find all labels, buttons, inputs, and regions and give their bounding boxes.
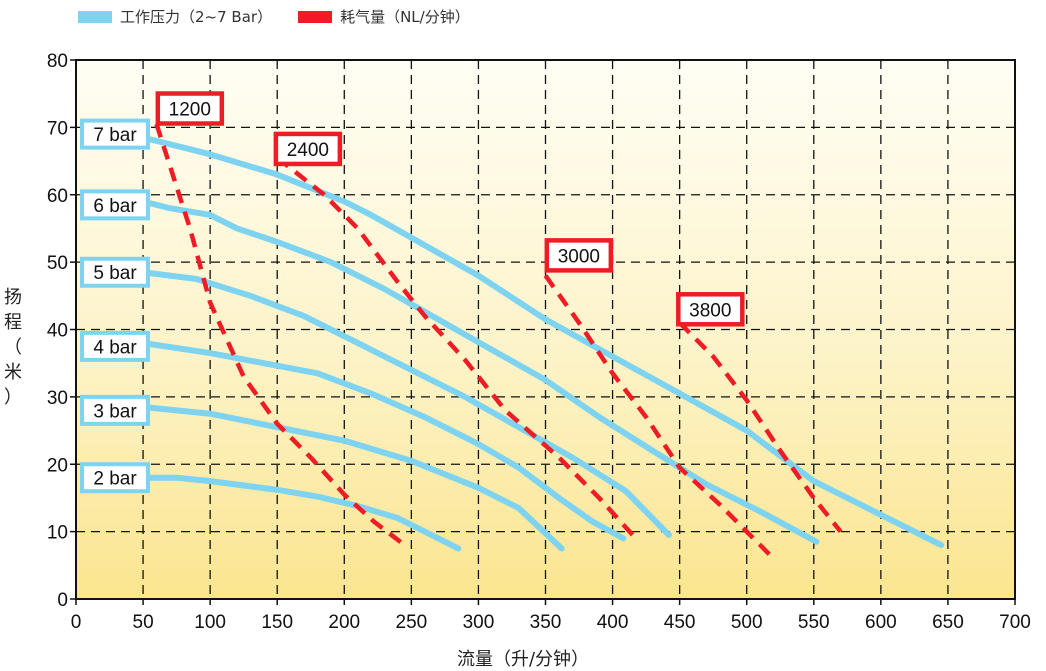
y-tick-label: 50 bbox=[47, 253, 68, 274]
air-label-2400: 2400 bbox=[287, 140, 329, 161]
pressure-curve-6-bar bbox=[140, 198, 820, 545]
y-tick-label: 20 bbox=[47, 455, 68, 476]
axes: 0 50 100 150 200 250 300 350 400 450 500 550 600 650 7… bbox=[47, 51, 1031, 633]
y-axis-title: 扬 程 （ 米 ） bbox=[2, 285, 24, 410]
x-tick-label: 0 bbox=[71, 612, 82, 633]
y-tick-label: 0 bbox=[57, 590, 68, 611]
y-tick-label: 10 bbox=[47, 523, 68, 544]
x-tick-label: 550 bbox=[798, 612, 830, 633]
pressure-curve-7-bar bbox=[140, 134, 945, 549]
air-label-box-3000 bbox=[544, 238, 614, 273]
series bbox=[140, 123, 945, 561]
y-axis-title-char: 米 bbox=[4, 362, 22, 383]
y-tick-label: 30 bbox=[47, 388, 68, 409]
pressure-label-4-bar: 4 bar bbox=[93, 337, 137, 358]
series-labels: 2 bar 3 bar 4 bar 5 bar 6 bar 7 bar 1200 2400 30… bbox=[80, 91, 745, 494]
legend-item-air: 耗气量（NL/分钟） bbox=[298, 6, 470, 27]
x-axis-title: 流量（升/分钟） bbox=[456, 649, 590, 670]
pressure-label-6-bar: 6 bar bbox=[93, 196, 137, 217]
x-tick-label: 300 bbox=[463, 612, 495, 633]
y-axis-title-char: （ bbox=[4, 337, 22, 358]
y-tick-label: 40 bbox=[47, 321, 68, 342]
pressure-label-3-bar: 3 bar bbox=[93, 401, 137, 422]
air-label-3000: 3000 bbox=[558, 246, 600, 267]
x-tick-label: 250 bbox=[396, 612, 428, 633]
x-tick-label: 400 bbox=[597, 612, 629, 633]
x-tick-label: 100 bbox=[194, 612, 226, 633]
pressure-curve-4-bar bbox=[140, 339, 627, 542]
pressure-curve-2-bar bbox=[140, 474, 462, 552]
air-consumption-curve-1200 bbox=[154, 123, 407, 547]
y-axis-title-char: 程 bbox=[4, 312, 22, 333]
x-tick-label: 200 bbox=[328, 612, 360, 633]
air-consumption-curve-2400 bbox=[275, 155, 635, 537]
x-tick-label: 350 bbox=[530, 612, 562, 633]
pressure-label-box-2-bar bbox=[80, 462, 150, 494]
pressure-label-box-6-bar bbox=[80, 189, 150, 221]
y-tick-label: 60 bbox=[47, 186, 68, 207]
x-tick-label: 50 bbox=[133, 612, 154, 633]
x-tick-label: 650 bbox=[932, 612, 964, 633]
x-tick-label: 500 bbox=[731, 612, 763, 633]
air-label-3800: 3800 bbox=[689, 300, 731, 321]
y-tick-label: 70 bbox=[47, 118, 68, 139]
pressure-label-box-3-bar bbox=[80, 394, 150, 426]
x-tick-label: 450 bbox=[664, 612, 696, 633]
y-axis-title-char: ） bbox=[4, 387, 22, 408]
pressure-curve-3-bar bbox=[140, 403, 565, 552]
pressure-label-box-5-bar bbox=[80, 256, 150, 288]
x-tick-label: 700 bbox=[999, 612, 1031, 633]
legend-item-pressure: 工作压力（2~7 Bar） bbox=[78, 6, 272, 27]
pressure-label-5-bar: 5 bar bbox=[93, 263, 137, 284]
chart-legend: 工作压力（2~7 Bar） 耗气量（NL/分钟） bbox=[78, 6, 496, 27]
legend-label-pressure: 工作压力（2~7 Bar） bbox=[120, 8, 273, 26]
legend-swatch-pressure bbox=[78, 10, 112, 23]
air-label-box-3800 bbox=[676, 292, 745, 327]
air-label-box-2400 bbox=[273, 131, 343, 167]
pressure-label-2-bar: 2 bar bbox=[93, 469, 137, 490]
x-tick-label: 600 bbox=[865, 612, 897, 633]
y-tick-label: 80 bbox=[47, 51, 68, 72]
plot-frame bbox=[75, 59, 1016, 600]
pressure-label-7-bar: 7 bar bbox=[93, 125, 137, 146]
air-label-1200: 1200 bbox=[169, 100, 211, 121]
air-label-box-1200 bbox=[155, 91, 225, 126]
pressure-label-box-4-bar bbox=[80, 330, 150, 362]
pressure-label-box-7-bar bbox=[80, 118, 150, 150]
legend-swatch-air bbox=[298, 10, 333, 23]
legend-label-air: 耗气量（NL/分钟） bbox=[340, 8, 470, 26]
y-axis-title-char: 扬 bbox=[4, 287, 22, 308]
x-tick-label: 150 bbox=[261, 612, 293, 633]
pressure-curve-5-bar bbox=[140, 269, 672, 538]
